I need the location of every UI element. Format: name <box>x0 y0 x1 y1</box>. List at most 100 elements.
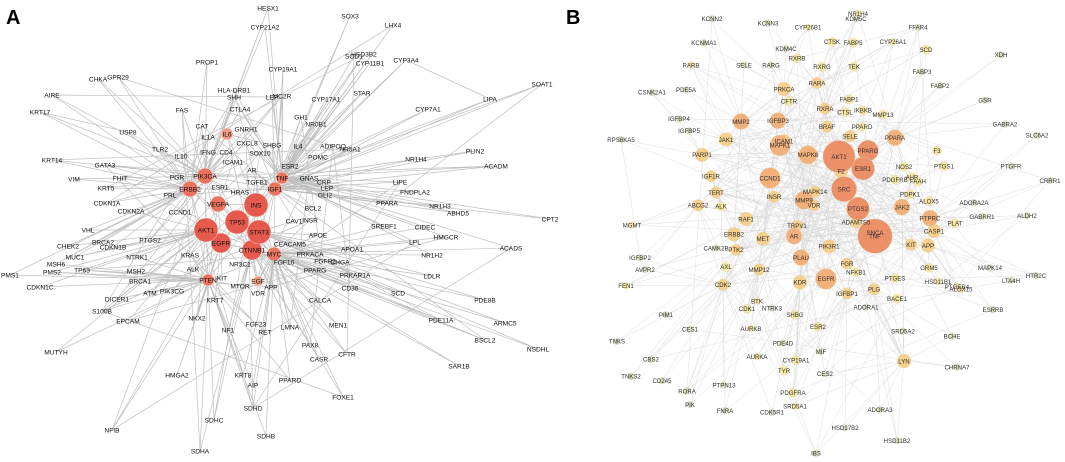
node-label: KCNN3 <box>758 20 779 27</box>
network-node <box>1007 276 1015 285</box>
node-label: APP <box>922 243 934 250</box>
node-label: GPR29 <box>107 74 129 81</box>
node-label: CDKN1A <box>94 200 121 207</box>
node-label: CTSK <box>824 39 840 46</box>
network-node <box>764 19 772 27</box>
network-node <box>617 135 625 144</box>
node-label: FAAH <box>910 179 926 186</box>
node-label: CIDEC <box>415 224 436 231</box>
node-label: SOX3 <box>341 13 359 20</box>
node-label: NSDHL <box>527 346 550 353</box>
node-label: TNKS2 <box>621 374 641 381</box>
node-label: SLC6A2 <box>1026 132 1049 139</box>
node-label: HMGCR <box>434 234 459 241</box>
node-label: PTPN13 <box>712 382 736 389</box>
node-label: BACE1 <box>887 296 908 303</box>
network-node <box>812 449 820 458</box>
node-label: CYP7A1 <box>415 106 441 113</box>
node-label: FHIT <box>113 175 128 182</box>
node-label: IGFBP4 <box>668 116 690 123</box>
node-label: PPARG <box>858 148 879 155</box>
node-label: CDKN1C <box>26 284 53 291</box>
node-label: HSD11B1 <box>925 279 952 286</box>
node-label: BSCL2 <box>475 337 496 344</box>
network-node <box>1007 162 1015 170</box>
node-label: AR <box>790 233 799 240</box>
network-node <box>753 297 761 305</box>
node-label: NR0B1 <box>305 121 327 128</box>
network-node <box>978 212 986 221</box>
node-label: CDK2 <box>715 282 732 289</box>
node-label: EGFR <box>818 276 836 283</box>
node-label: MMP2 <box>732 119 750 126</box>
network-node <box>918 68 926 76</box>
network-node <box>769 112 787 129</box>
node-label: PIK3R1 <box>818 244 840 251</box>
network-node <box>1046 176 1054 185</box>
node-label: AVPR2 <box>635 267 655 274</box>
network-node <box>849 61 859 72</box>
node-label: IFNG <box>200 149 216 156</box>
network-node <box>792 249 810 266</box>
node-label: CHGA <box>330 259 350 266</box>
node-label: ERBB2 <box>179 186 201 193</box>
node-label: CYP21A2 <box>251 24 280 31</box>
network-node <box>627 372 635 381</box>
node-label: EGF <box>251 278 265 285</box>
node-label: BRCA1 <box>129 278 151 285</box>
node-label: SRC <box>838 186 851 193</box>
node-label: POMC <box>308 154 328 161</box>
network-node <box>730 243 742 256</box>
node-label: PDE11A <box>429 317 454 324</box>
node-label: PTGES <box>885 275 906 282</box>
node-label: PLAT <box>948 221 963 228</box>
node-label: F2 <box>837 168 845 175</box>
node-label: LEP <box>266 94 279 101</box>
node-label: KDM5C <box>845 16 867 23</box>
node-label: CD36 <box>342 285 359 292</box>
node-label: VDR <box>251 290 265 297</box>
network-node <box>792 53 802 63</box>
node-label: MAPK1 <box>770 143 791 150</box>
network-node <box>851 267 861 277</box>
node-label: MTOR <box>230 283 250 290</box>
node-label: LYN <box>898 358 909 365</box>
network-node <box>705 170 717 183</box>
node-label: FGR <box>841 261 854 268</box>
node-label: SDHC <box>205 417 224 424</box>
node-label: CFTR <box>781 98 798 105</box>
node-label: NR1H4 <box>848 11 869 18</box>
node-label: GATA3 <box>95 162 116 169</box>
node-label: GRM5 <box>920 265 938 272</box>
node-label: AIP <box>248 382 259 389</box>
node-label: KRT17 <box>30 109 51 116</box>
node-label: LIPE <box>393 179 408 186</box>
network-node <box>779 365 789 376</box>
node-label: F3 <box>933 148 941 155</box>
node-label: AXL <box>720 264 732 271</box>
node-label: CAV1 <box>286 218 303 225</box>
node-label: CAT <box>196 123 209 130</box>
network-node <box>1001 120 1009 128</box>
node-label: CRP <box>317 179 332 186</box>
network-node <box>675 115 683 123</box>
network-node <box>899 162 909 172</box>
node-label: S100B <box>92 308 112 315</box>
node-label: BRCA2 <box>92 239 114 246</box>
node-label: AIRE <box>44 92 60 99</box>
node-label: KRT5 <box>98 185 115 192</box>
node-label: PDE4D <box>773 340 794 347</box>
node-label: PROP1 <box>196 59 219 66</box>
node-label: IBS <box>811 451 821 458</box>
network-node <box>862 303 870 311</box>
node-label: JAK2 <box>895 204 910 211</box>
node-label: ICAM1 <box>775 138 794 145</box>
node-label: ADORA1 <box>853 304 879 311</box>
node-label: PLAU <box>793 255 809 262</box>
network-node <box>784 96 794 106</box>
node-label: PMS2 <box>43 269 61 276</box>
node-label: MET <box>757 236 770 243</box>
node-label: KIT <box>906 242 916 249</box>
